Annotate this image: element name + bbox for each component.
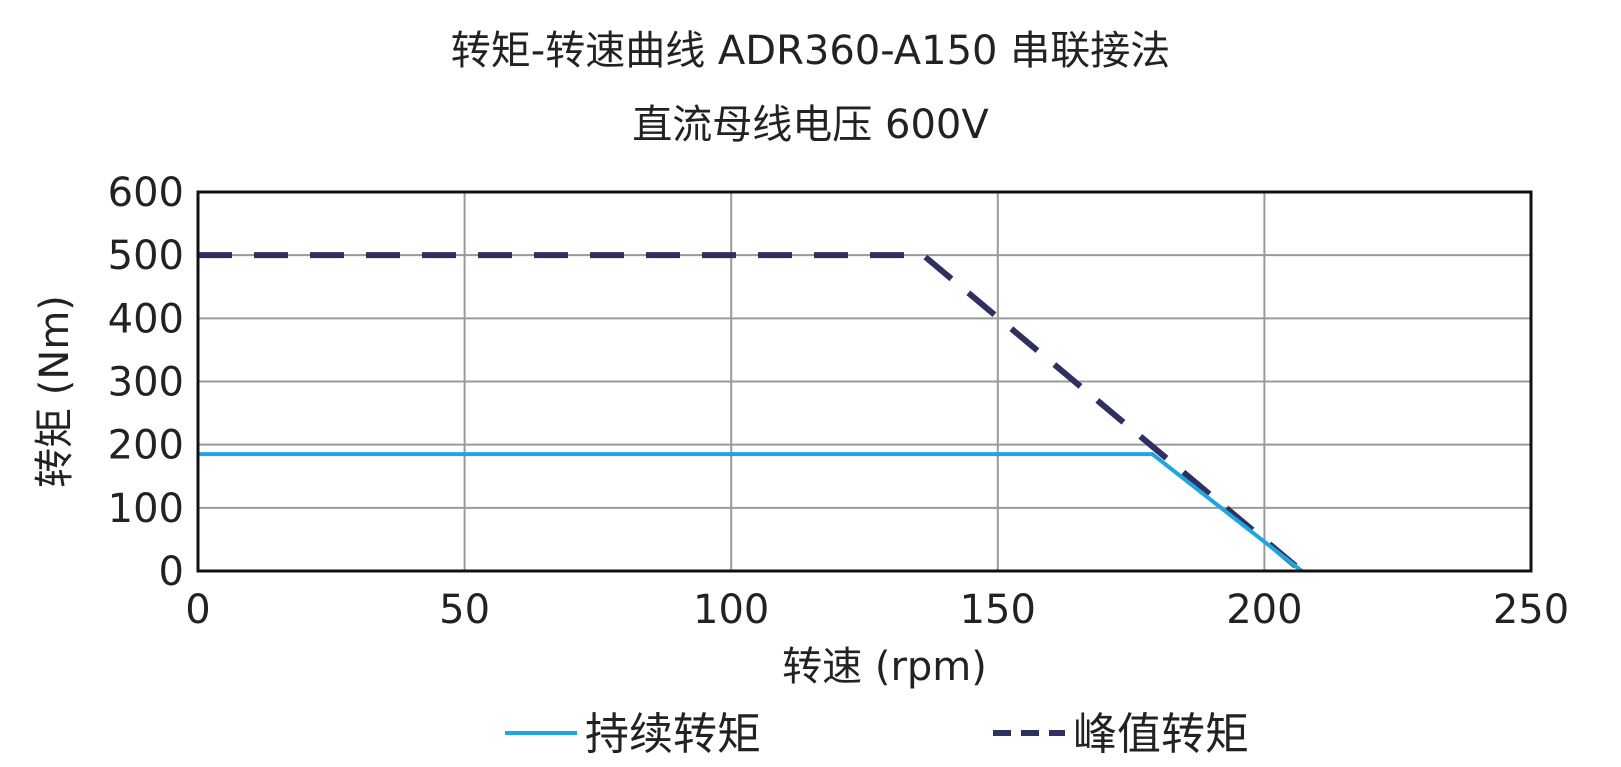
y-tick-labels: 0 100 200 300 400 500 600 [108,170,184,595]
continuous-torque-line [198,452,1303,573]
legend-label: 峰值转矩 [1073,709,1249,760]
x-tick-labels: 0 50 100 150 200 250 [185,587,1569,633]
y-tick-label: 100 [108,486,184,532]
y-tick-label: 0 [159,549,184,595]
chart-title: 转矩-转速曲线 ADR360-A150 串联接法 [450,28,1171,74]
x-tick-label: 100 [693,587,769,633]
peak-torque-line [198,252,1304,574]
x-tick-label: 200 [1226,587,1302,633]
x-tick-label: 250 [1493,587,1569,633]
x-tick-label: 150 [960,587,1036,633]
legend: 持续转矩 峰值转矩 [505,709,1249,760]
x-tick-label: 0 [185,587,210,633]
y-axis-label: 转矩 (Nm) [32,295,78,488]
x-tick-label: 50 [439,587,490,633]
legend-label: 持续转矩 [585,709,761,760]
x-axis-label: 转速 (rpm) [782,644,987,690]
y-tick-label: 400 [108,296,184,342]
y-tick-label: 200 [108,423,184,469]
y-tick-label: 600 [108,170,184,216]
plot-frame [196,190,1533,573]
y-tick-label: 500 [108,233,184,279]
grid [198,192,1531,571]
chart-subtitle: 直流母线电压 600V [632,102,989,148]
series-group [198,252,1304,574]
y-tick-label: 300 [108,360,184,406]
